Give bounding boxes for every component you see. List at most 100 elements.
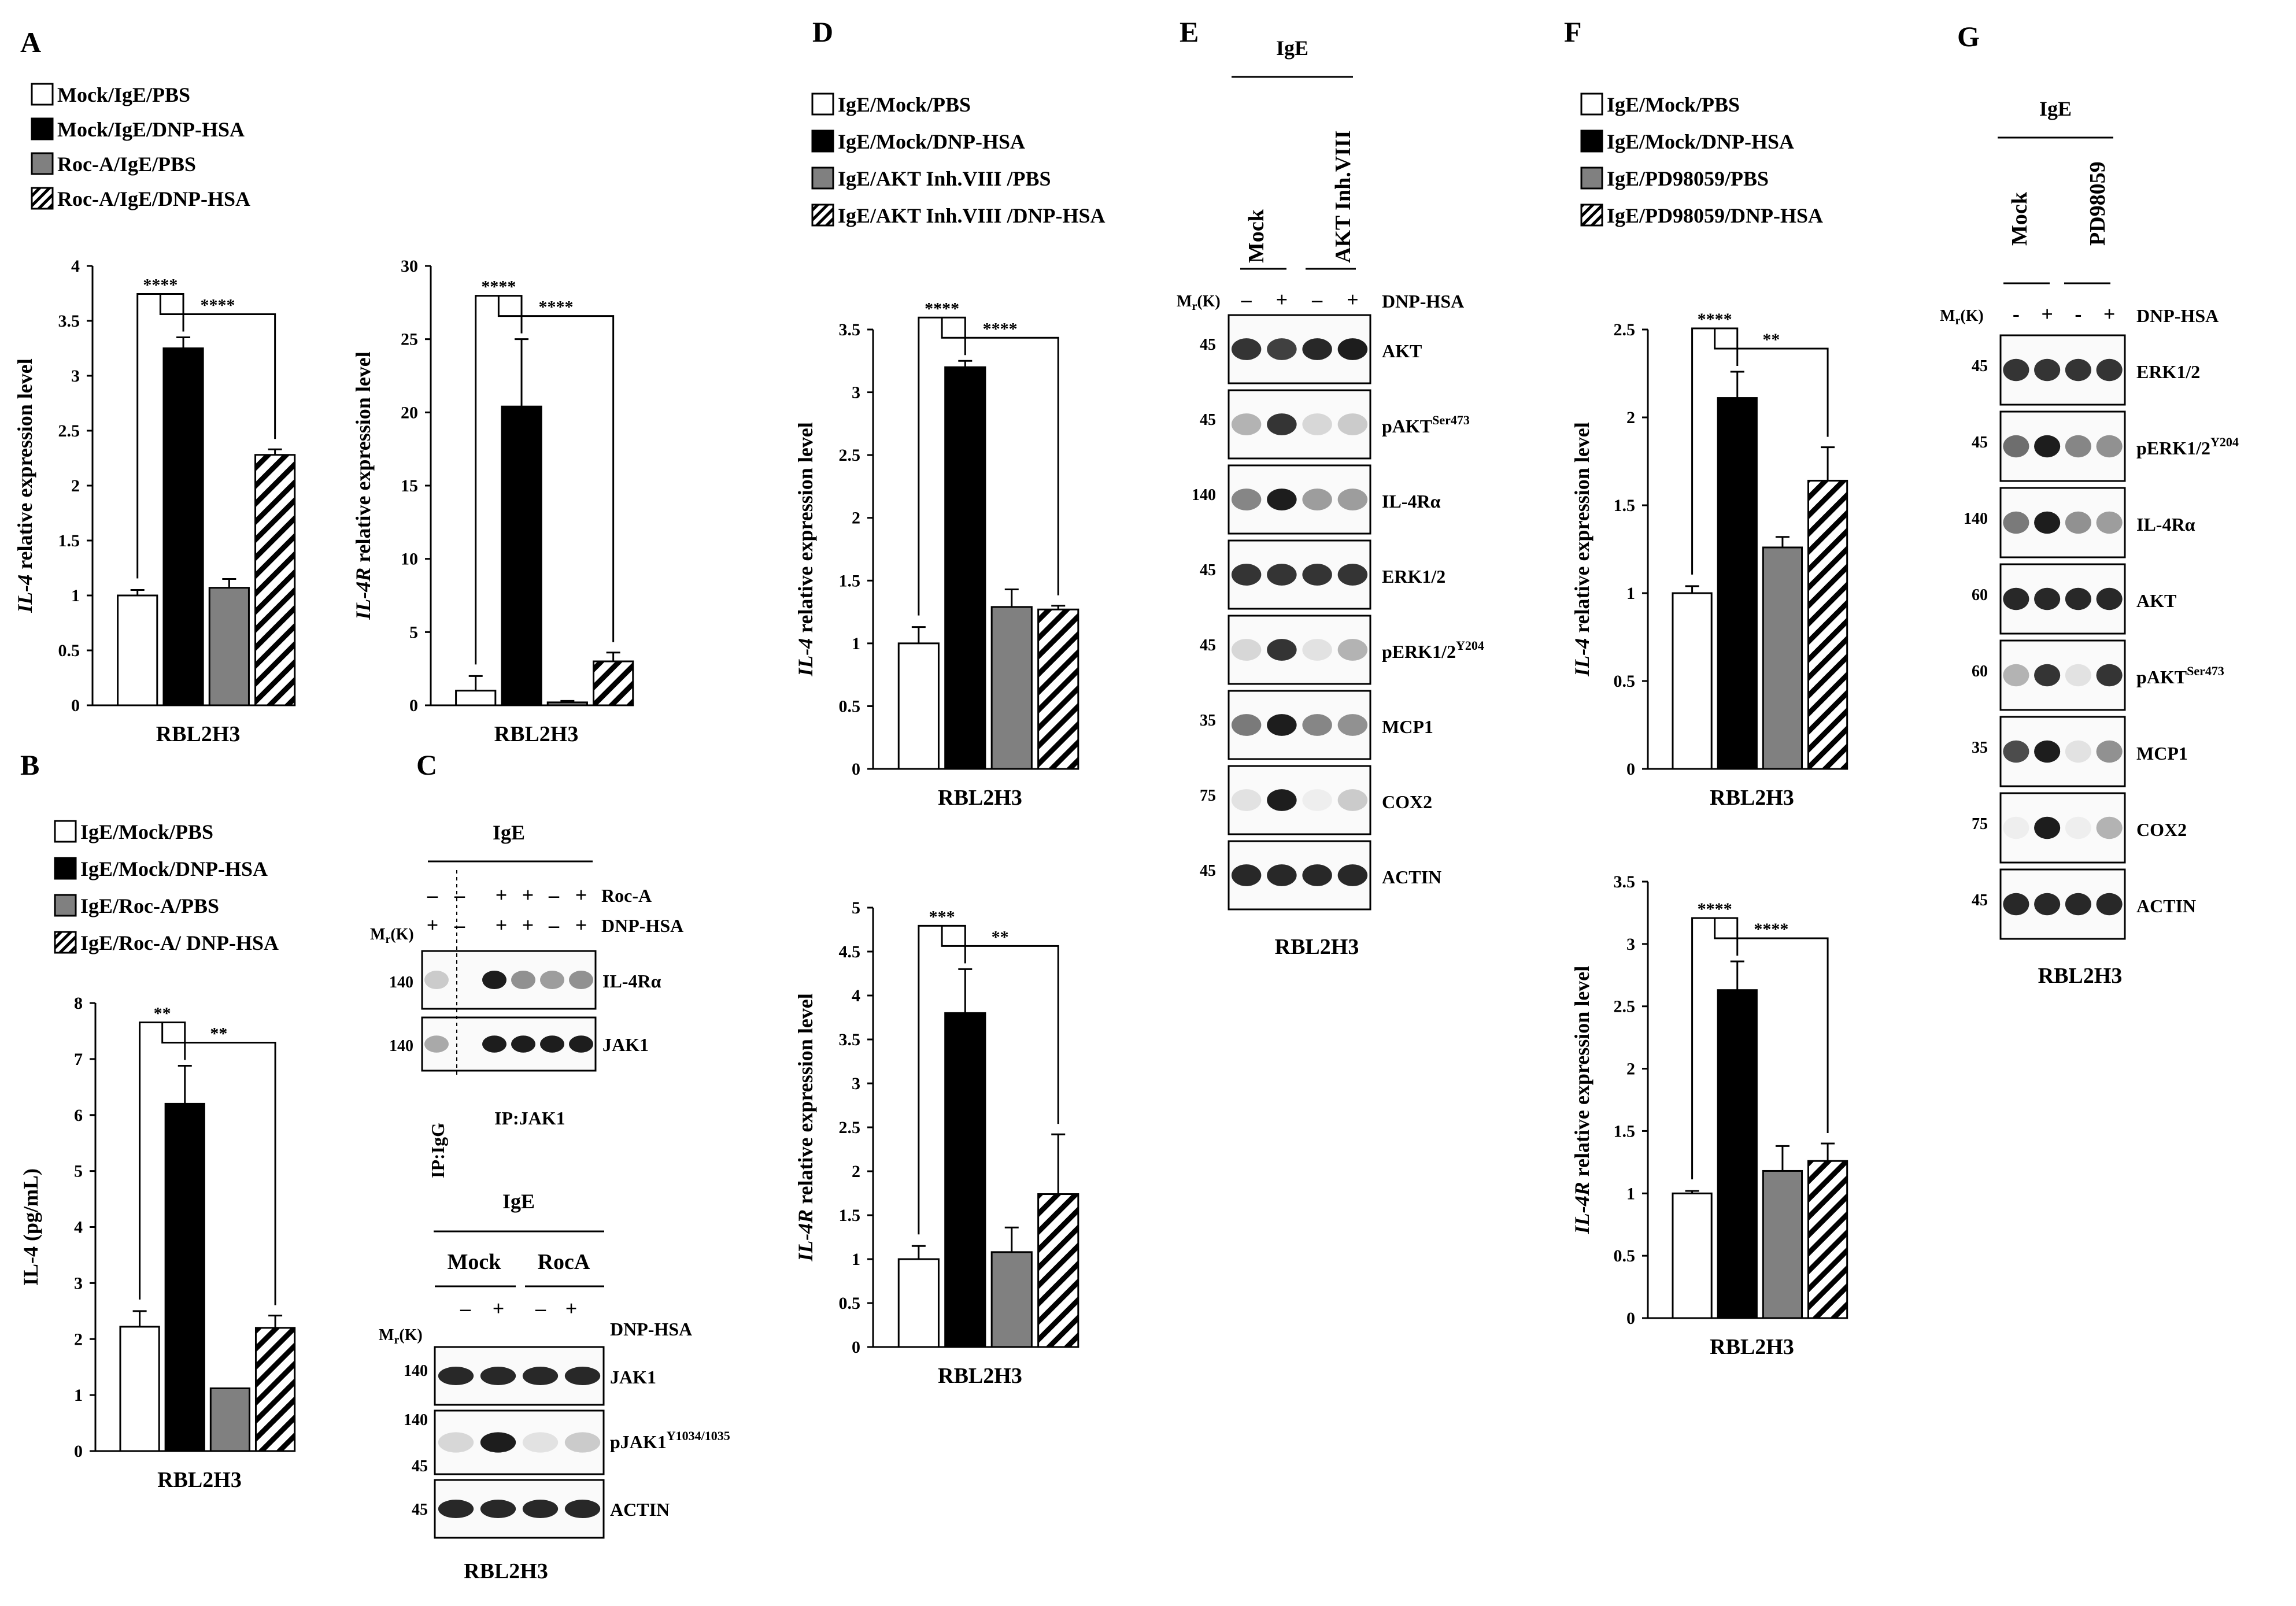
significance-label: ****: [481, 277, 516, 297]
band: [1231, 639, 1262, 661]
y-tick-label: 0.5: [58, 641, 80, 660]
mw-label: 45: [412, 1457, 428, 1475]
band-label: IL-4Rα: [2136, 514, 2195, 535]
band: [1302, 564, 1332, 586]
mr-label: Mr(K): [370, 926, 414, 946]
band-label: pJAK1Y1034/1035: [610, 1429, 730, 1452]
band: [522, 1432, 559, 1453]
bar: [501, 405, 542, 706]
y-tick-label: 2: [1626, 408, 1635, 427]
band: [482, 1035, 506, 1053]
band: [1231, 413, 1262, 435]
legend-swatch: [31, 187, 54, 210]
y-axis-text: relative expression level: [1570, 966, 1593, 1182]
mw-label: 140: [1192, 486, 1216, 504]
dnp-sign: –: [460, 1297, 471, 1320]
dnp-sign: +: [575, 913, 587, 937]
blot-row-box: [1999, 792, 2126, 864]
legend-label: IgE/Mock/PBS: [838, 93, 971, 116]
blot-il4ra-box: [421, 950, 597, 1010]
legend-label: IgE/AKT Inh.VIII /DNP-HSA: [838, 204, 1105, 227]
band-label: JAK1: [602, 1034, 649, 1055]
mw-label: 45: [1200, 336, 1216, 354]
blot-header: IgE: [1276, 36, 1308, 60]
band-label: ERK1/2: [1382, 566, 1445, 587]
band: [1231, 789, 1262, 811]
band-label: AKT: [1382, 341, 1422, 361]
significance-label: ****: [1698, 900, 1732, 919]
band: [1302, 338, 1332, 360]
bar: [1807, 479, 1848, 770]
blot-row-box: [1228, 765, 1371, 835]
legend-label: Roc-A/IgE/PBS: [57, 153, 196, 176]
group-label-inhibitor: AKT Inh.VIII: [1331, 130, 1355, 263]
significance-label: **: [992, 927, 1009, 946]
band-label: pAKTSer473: [2136, 664, 2224, 687]
bar: [944, 1012, 986, 1348]
band: [1267, 338, 1297, 360]
western-blot-c: IgE–+––++++––++Roc-ADNP-HSAMr(K)IL-4RαJA…: [370, 821, 730, 1583]
blot-footer: RBL2H3: [2038, 964, 2123, 988]
band-label: ERK1/2: [2136, 361, 2200, 382]
blot-row-box: [1228, 389, 1371, 460]
band: [438, 1432, 474, 1453]
legend-label: IgE/Mock/DNP-HSA: [1607, 130, 1794, 153]
blot-footer: RBL2H3: [1275, 935, 1359, 959]
bar: [1672, 592, 1713, 770]
band: [2003, 358, 2029, 382]
y-tick-label: 3.5: [58, 312, 80, 331]
legend-d: IgE/Mock/PBS IgE/Mock/DNP-HSA IgE/AKT Inh.…: [811, 92, 1105, 227]
band: [2034, 664, 2061, 687]
band: [482, 971, 506, 989]
legend-swatch: [54, 857, 77, 880]
dnp-sign: –: [1241, 288, 1252, 311]
band: [540, 971, 564, 989]
significance-label: ****: [1698, 310, 1732, 329]
legend-label: IgE/Mock/PBS: [1607, 93, 1740, 116]
significance-label: ****: [925, 299, 959, 318]
band-label: pAKTSer473: [1382, 413, 1470, 436]
band: [2096, 816, 2123, 839]
blot-footer: RBL2H3: [464, 1559, 548, 1583]
legend-label: IgE/Roc-A/ DNP-HSA: [80, 931, 279, 954]
band-label: pERK1/2Y204: [1382, 638, 1484, 662]
bar: [546, 701, 588, 706]
band-label: ACTIN: [610, 1499, 670, 1520]
significance-label: ****: [1754, 920, 1788, 939]
band: [424, 1035, 449, 1053]
band: [522, 1500, 559, 1518]
y-tick-label: 0: [1626, 760, 1635, 779]
legend-a: Mock/IgE/PBS Mock/IgE/DNP-HSA Roc-A/IgE/PB…: [31, 83, 250, 210]
y-tick-label: 1: [1626, 1184, 1635, 1203]
band: [1231, 864, 1262, 886]
y-tick-label: 3: [71, 367, 80, 386]
bar: [897, 1258, 940, 1348]
dnp-label: DNP-HSA: [610, 1319, 692, 1339]
chart-d-il4r: 0 0.5 1 1.5 2 2.5 3 3.5 4 4.5 5 IL-4R relative expr…: [794, 898, 1079, 1388]
band: [2065, 587, 2091, 610]
band: [480, 1500, 516, 1518]
chart-f-il4: 0 0.5 1 1.5 2 2.5 IL-4 relative expression lev…: [1570, 310, 1848, 810]
bar: [208, 587, 250, 706]
band: [2065, 511, 2091, 534]
significance-label: ****: [143, 276, 178, 295]
band: [1337, 564, 1368, 586]
band-label: MCP1: [2136, 743, 2188, 764]
y-tick-label: 7: [74, 1050, 83, 1069]
band: [1337, 714, 1368, 736]
dnp-sign: +: [1276, 288, 1288, 311]
mw-label: 45: [1200, 637, 1216, 654]
band: [2034, 816, 2061, 839]
band-label: IL-4Rα: [1382, 491, 1441, 512]
legend-swatch: [54, 894, 77, 917]
mw-label: 140: [404, 1411, 428, 1429]
mw-label: 45: [412, 1501, 428, 1519]
chart-b-il4-pgml: 0 1 2 3 4 5 6 7 8 IL-4 (pg/mL) ** ** RBL2H3: [19, 994, 296, 1492]
y-tick-label: 20: [401, 403, 418, 422]
bar: [944, 366, 986, 770]
legend-label: IgE/Mock/DNP-HSA: [80, 857, 268, 880]
significance-label: ****: [983, 319, 1018, 338]
group-label-inhibitor: PD98059: [2086, 161, 2110, 246]
blot-pjak1-box: [434, 1409, 605, 1475]
